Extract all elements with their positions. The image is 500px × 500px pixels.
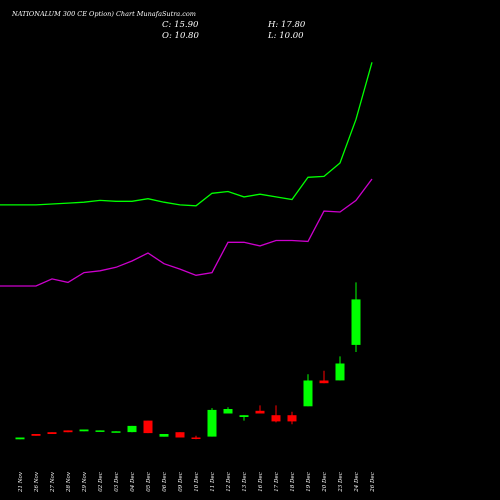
candle-body bbox=[271, 415, 281, 422]
x-tick-label: 06 Dec bbox=[162, 472, 168, 492]
lower-band-line bbox=[0, 178, 373, 287]
candle bbox=[335, 356, 345, 381]
candle bbox=[239, 415, 249, 421]
candle bbox=[351, 282, 361, 352]
candle bbox=[159, 434, 169, 437]
x-tick-label: 09 Dec bbox=[178, 472, 184, 492]
candle-body bbox=[335, 363, 345, 381]
x-tick-label: 21 Nov bbox=[18, 471, 24, 493]
x-tick-label: 24 Dec bbox=[354, 472, 360, 493]
candle-body bbox=[255, 410, 265, 414]
x-tick-label: 19 Dec bbox=[306, 472, 312, 492]
x-tick-label: 29 Nov bbox=[82, 471, 88, 493]
indicator-lines bbox=[0, 62, 373, 287]
high-readout: H: 17.80 bbox=[267, 20, 306, 30]
candle-body bbox=[287, 415, 297, 422]
x-tick-label: 04 Dec bbox=[130, 472, 136, 492]
candle bbox=[255, 405, 265, 414]
candle bbox=[47, 432, 57, 434]
chart-title: NATIONALUM 300 CE Option) Chart MunafaSu… bbox=[11, 10, 196, 18]
low-readout: L: 10.00 bbox=[267, 31, 304, 41]
candle-body bbox=[191, 437, 201, 439]
candle bbox=[303, 374, 313, 407]
x-tick-label: 20 Dec bbox=[322, 472, 328, 493]
x-tick-label: 28 Nov bbox=[66, 471, 72, 493]
candle bbox=[175, 432, 185, 438]
x-tick-label: 27 Nov bbox=[50, 471, 56, 493]
x-tick-label: 16 Dec bbox=[258, 472, 264, 492]
candle bbox=[111, 431, 121, 433]
x-tick-label: 26 Nov bbox=[34, 471, 40, 493]
candle bbox=[143, 420, 153, 434]
candle-body bbox=[223, 409, 233, 414]
candle bbox=[127, 425, 137, 433]
upper-band-line bbox=[0, 62, 373, 207]
candle-body bbox=[31, 434, 41, 436]
candles bbox=[15, 282, 361, 440]
candle bbox=[31, 434, 41, 436]
candle-body bbox=[47, 432, 57, 434]
candle-body bbox=[95, 430, 105, 432]
x-tick-label: 02 Dec bbox=[98, 472, 104, 492]
candle-body bbox=[239, 415, 249, 417]
candle bbox=[63, 430, 73, 433]
candle bbox=[287, 411, 297, 425]
x-tick-label: 13 Dec bbox=[242, 472, 248, 492]
candle-body bbox=[159, 434, 169, 437]
close-readout: C: 15.90 bbox=[162, 20, 199, 30]
candle bbox=[207, 408, 217, 437]
candle bbox=[319, 370, 329, 384]
candle-body bbox=[79, 429, 89, 432]
candle-body bbox=[303, 380, 313, 407]
candle-body bbox=[175, 432, 185, 438]
candle-body bbox=[319, 380, 329, 384]
candle bbox=[271, 405, 281, 423]
candle-body bbox=[143, 420, 153, 434]
candle bbox=[223, 407, 233, 414]
x-tick-label: 10 Dec bbox=[194, 472, 200, 492]
candle-body bbox=[15, 437, 25, 440]
x-axis-labels: 21 Nov 26 Nov 27 Nov 28 Nov 29 Nov 02 Dec 03 D… bbox=[18, 471, 376, 493]
x-tick-label: 17 Dec bbox=[274, 472, 280, 492]
x-tick-label: 11 Dec bbox=[210, 472, 216, 492]
candle bbox=[79, 429, 89, 432]
x-tick-label: 23 Dec bbox=[338, 472, 344, 493]
x-tick-label: 18 Dec bbox=[290, 472, 296, 492]
x-tick-label: 26 Dec bbox=[370, 472, 376, 493]
open-readout: O: 10.80 bbox=[162, 31, 199, 41]
candle-body bbox=[111, 431, 121, 433]
x-tick-label: 12 Dec bbox=[226, 472, 232, 492]
candle-body bbox=[127, 425, 137, 433]
candle bbox=[191, 435, 201, 440]
candle bbox=[95, 430, 105, 432]
candle bbox=[15, 437, 25, 440]
candle-body bbox=[351, 299, 361, 345]
x-tick-label: 05 Dec bbox=[146, 472, 152, 492]
candle-body bbox=[207, 409, 217, 437]
x-tick-label: 03 Dec bbox=[114, 472, 120, 492]
candle-body bbox=[63, 430, 73, 433]
